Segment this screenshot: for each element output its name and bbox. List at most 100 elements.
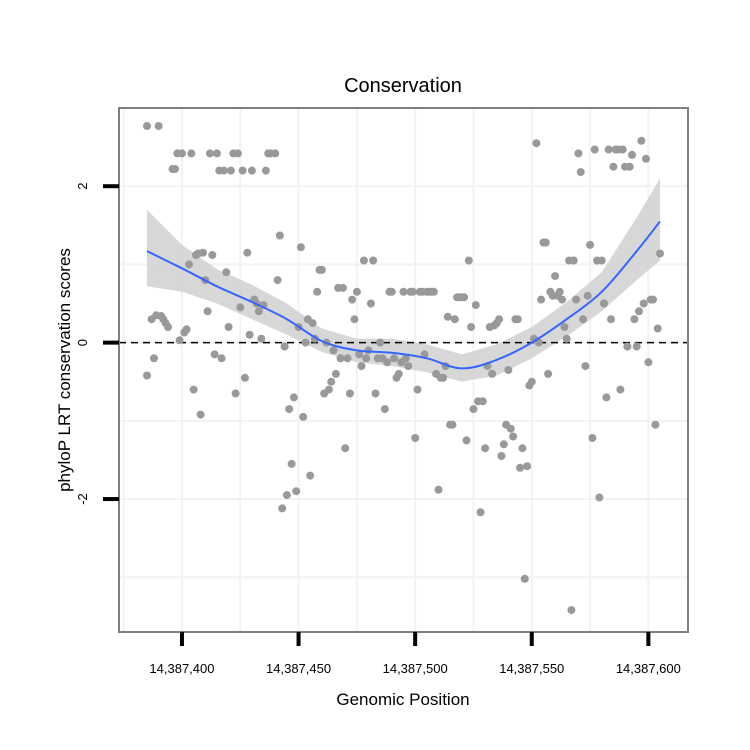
data-point-167 <box>537 295 546 304</box>
data-point-16 <box>182 325 191 334</box>
data-point-58 <box>282 491 291 500</box>
data-point-44 <box>247 166 256 175</box>
data-point-81 <box>336 354 345 363</box>
data-point-57 <box>280 342 289 351</box>
data-point-114 <box>413 385 422 394</box>
data-point-110 <box>404 362 413 371</box>
data-point-190 <box>590 145 599 154</box>
y-axis: -2 0 2 <box>75 183 119 505</box>
data-point-195 <box>602 393 611 402</box>
data-point-183 <box>574 149 583 158</box>
data-point-198 <box>609 162 618 171</box>
data-point-192 <box>595 493 604 502</box>
data-point-35 <box>226 166 235 175</box>
data-point-56 <box>278 504 287 513</box>
data-point-169 <box>541 238 550 247</box>
data-point-39 <box>236 303 245 312</box>
data-point-95 <box>369 256 378 265</box>
data-point-42 <box>243 248 252 257</box>
data-point-185 <box>579 315 588 324</box>
y-tick-label-2: 0 <box>75 339 90 346</box>
data-point-194 <box>600 299 608 308</box>
data-point-170 <box>544 369 553 378</box>
data-point-64 <box>296 243 305 252</box>
data-point-146 <box>488 369 497 378</box>
data-point-66 <box>301 338 310 347</box>
data-point-22 <box>196 410 205 419</box>
data-point-76 <box>324 385 333 394</box>
data-point-141 <box>476 508 485 517</box>
data-point-13 <box>175 336 184 345</box>
data-point-211 <box>639 299 648 308</box>
data-point-149 <box>495 315 504 324</box>
data-point-205 <box>625 162 634 171</box>
data-point-158 <box>516 463 525 472</box>
data-point-85 <box>345 389 354 398</box>
data-point-202 <box>618 145 627 154</box>
data-point-176 <box>558 295 567 304</box>
data-point-217 <box>653 324 662 333</box>
data-point-25 <box>203 307 212 316</box>
data-point-59 <box>285 405 294 414</box>
data-point-50 <box>261 166 270 175</box>
data-point-184 <box>576 168 585 177</box>
data-point-26 <box>205 149 214 158</box>
data-point-207 <box>630 315 639 324</box>
data-point-73 <box>317 265 326 274</box>
data-point-201 <box>616 385 625 394</box>
data-point-103 <box>387 287 396 296</box>
data-point-212 <box>642 154 650 163</box>
data-point-19 <box>189 385 198 394</box>
y-tick-label-3: 2 <box>75 183 90 190</box>
data-point-17 <box>185 260 193 269</box>
data-point-32 <box>219 166 228 175</box>
data-point-204 <box>623 342 632 351</box>
data-point-193 <box>597 256 606 265</box>
data-point-9 <box>164 323 172 331</box>
data-point-160 <box>520 574 529 583</box>
x-tick-label-2: 14,387,450 <box>266 661 331 676</box>
data-point-109 <box>401 354 410 363</box>
data-point-154 <box>506 424 515 433</box>
confidence-band-group <box>147 178 660 382</box>
data-point-112 <box>408 287 417 296</box>
data-point-71 <box>313 287 322 296</box>
data-point-197 <box>607 315 615 324</box>
data-points <box>143 122 664 615</box>
data-point-1 <box>154 122 163 130</box>
data-point-163 <box>527 377 536 386</box>
data-point-196 <box>604 145 613 154</box>
data-point-18 <box>187 149 196 158</box>
data-point-78 <box>329 346 338 355</box>
data-point-23 <box>199 248 207 257</box>
data-point-88 <box>352 287 361 296</box>
data-point-127 <box>443 312 452 321</box>
y-tick-label-1: -2 <box>75 493 90 505</box>
data-point-47 <box>254 307 263 316</box>
data-point-28 <box>210 350 219 359</box>
data-point-181 <box>569 256 578 265</box>
data-point-61 <box>289 393 298 402</box>
data-point-138 <box>469 405 478 414</box>
data-point-2 <box>143 371 151 380</box>
smooth-line <box>146 220 661 370</box>
data-point-206 <box>628 150 636 159</box>
data-point-60 <box>287 459 296 468</box>
data-point-27 <box>208 251 217 259</box>
panel-border <box>118 107 689 633</box>
data-point-11 <box>171 165 179 173</box>
x-tick-label-3: 14,387,500 <box>383 661 448 676</box>
data-point-38 <box>233 149 242 158</box>
data-point-33 <box>222 268 231 277</box>
data-point-69 <box>308 319 317 328</box>
data-point-188 <box>586 240 595 249</box>
data-point-165 <box>532 139 541 148</box>
data-point-123 <box>434 485 443 494</box>
data-point-94 <box>366 299 375 308</box>
data-point-121 <box>429 287 438 296</box>
data-point-86 <box>348 295 357 304</box>
data-point-129 <box>448 420 457 429</box>
data-point-157 <box>513 315 522 324</box>
data-point-178 <box>562 334 571 343</box>
data-point-31 <box>217 354 226 363</box>
